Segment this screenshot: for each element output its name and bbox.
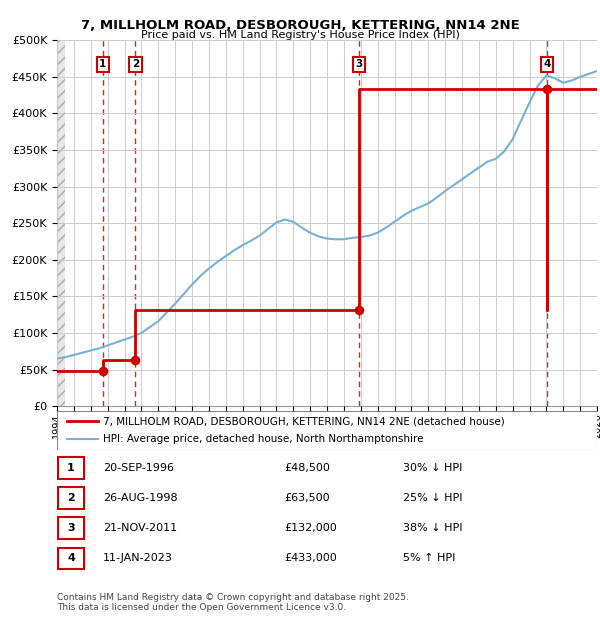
Text: 4: 4 — [543, 60, 551, 69]
Text: £132,000: £132,000 — [284, 523, 337, 533]
Text: 2: 2 — [132, 60, 139, 69]
Text: 7, MILLHOLM ROAD, DESBOROUGH, KETTERING, NN14 2NE: 7, MILLHOLM ROAD, DESBOROUGH, KETTERING,… — [80, 19, 520, 32]
Text: 21-NOV-2011: 21-NOV-2011 — [103, 523, 177, 533]
FancyBboxPatch shape — [58, 457, 84, 479]
Text: 1: 1 — [67, 463, 75, 472]
Text: 3: 3 — [67, 523, 75, 533]
Point — [354, 304, 364, 314]
Text: Contains HM Land Registry data © Crown copyright and database right 2025.
This d: Contains HM Land Registry data © Crown c… — [57, 593, 409, 612]
Text: £63,500: £63,500 — [284, 493, 329, 503]
Text: 38% ↓ HPI: 38% ↓ HPI — [403, 523, 462, 533]
Text: 7, MILLHOLM ROAD, DESBOROUGH, KETTERING, NN14 2NE (detached house): 7, MILLHOLM ROAD, DESBOROUGH, KETTERING,… — [103, 417, 505, 427]
Text: 2: 2 — [67, 493, 75, 503]
Text: 1: 1 — [99, 60, 107, 69]
Text: 5% ↑ HPI: 5% ↑ HPI — [403, 554, 455, 564]
FancyBboxPatch shape — [58, 547, 84, 569]
Text: HPI: Average price, detached house, North Northamptonshire: HPI: Average price, detached house, Nort… — [103, 434, 424, 444]
Text: 11-JAN-2023: 11-JAN-2023 — [103, 554, 173, 564]
Text: £433,000: £433,000 — [284, 554, 337, 564]
Text: 30% ↓ HPI: 30% ↓ HPI — [403, 463, 462, 472]
Text: £48,500: £48,500 — [284, 463, 329, 472]
Point — [542, 84, 551, 94]
Text: Price paid vs. HM Land Registry's House Price Index (HPI): Price paid vs. HM Land Registry's House … — [140, 30, 460, 40]
Bar — [57, 40, 65, 406]
Point — [98, 366, 108, 376]
FancyBboxPatch shape — [58, 487, 84, 509]
Text: 25% ↓ HPI: 25% ↓ HPI — [403, 493, 462, 503]
Text: 3: 3 — [355, 60, 362, 69]
Text: 26-AUG-1998: 26-AUG-1998 — [103, 493, 178, 503]
Point — [131, 355, 140, 365]
Text: 20-SEP-1996: 20-SEP-1996 — [103, 463, 174, 472]
Text: 4: 4 — [67, 554, 75, 564]
FancyBboxPatch shape — [58, 517, 84, 539]
